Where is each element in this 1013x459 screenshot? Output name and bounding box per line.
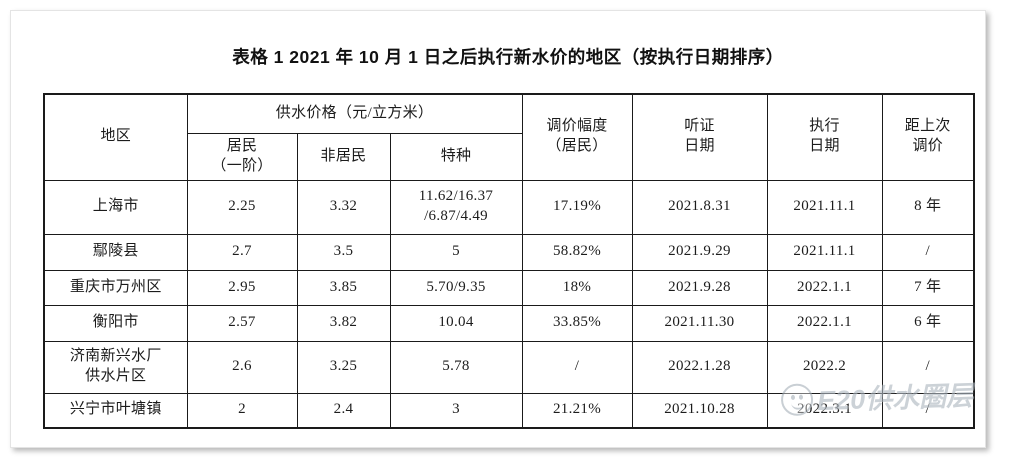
header-row-1: 地区 供水价格（元/立方米） 调价幅度 （居民） 听证 日期 执行 日期 距上次… <box>43 93 975 181</box>
cell-non-resident-price: 3.5 <box>296 233 391 271</box>
header-region: 地区 <box>43 93 188 181</box>
cell-special-price: 5 <box>389 233 523 271</box>
cell-resident-price: 2.6 <box>186 340 298 394</box>
cell-resident-price: 2.7 <box>186 233 298 271</box>
cell-effective-date: 2022.1.1 <box>766 304 883 342</box>
cell-adjustment: 17.19% <box>521 179 633 235</box>
table-caption: 表格 1 2021 年 10 月 1 日之后执行新水价的地区（按执行日期排序） <box>232 47 784 67</box>
cell-special-price: 5.70/9.35 <box>389 269 523 306</box>
header-non-resident: 非居民 <box>296 132 391 181</box>
cell-effective-date: 2022.2 <box>766 340 883 394</box>
table-row: 鄢陵县 2.7 3.5 5 58.82% 2021.9.29 2021.11.1… <box>43 233 975 271</box>
cell-non-resident-price: 3.85 <box>296 269 391 306</box>
cell-hearing-date: 2021.8.31 <box>631 179 768 235</box>
cell-region: 鄢陵县 <box>43 233 188 271</box>
table-row: 兴宁市叶塘镇 2 2.4 3 21.21% 2021.10.28 2022.3.… <box>43 392 975 429</box>
header-row-2: 居民 （一阶） 非居民 特种 <box>44 132 974 181</box>
cell-region: 兴宁市叶塘镇 <box>43 392 188 429</box>
header-since-last-adjustment: 距上次 调价 <box>881 93 975 181</box>
header-effective-date: 执行 日期 <box>766 93 883 181</box>
cell-region: 济南新兴水厂 供水片区 <box>43 340 188 394</box>
header-adjustment-range: 调价幅度 （居民） <box>521 93 633 181</box>
document-page: 表格 1 2021 年 10 月 1 日之后执行新水价的地区（按执行日期排序） … <box>10 10 986 448</box>
cell-since-last: / <box>881 392 975 429</box>
cell-hearing-date: 2021.9.28 <box>631 269 768 306</box>
cell-adjustment: 58.82% <box>521 233 633 271</box>
cell-adjustment: / <box>521 340 633 394</box>
table-row: 上海市 2.25 3.32 11.62/16.37 /6.87/4.49 17.… <box>43 179 975 235</box>
cell-resident-price: 2.57 <box>186 304 298 342</box>
table-row: 济南新兴水厂 供水片区 2.6 3.25 5.78 / 2022.1.28 20… <box>43 340 975 394</box>
cell-region: 衡阳市 <box>43 304 188 342</box>
cell-special-price: 11.62/16.37 /6.87/4.49 <box>389 179 523 235</box>
header-hearing-date: 听证 日期 <box>631 93 768 181</box>
cell-adjustment: 33.85% <box>521 304 633 342</box>
cell-resident-price: 2 <box>186 392 298 429</box>
cell-resident-price: 2.95 <box>186 269 298 306</box>
cell-non-resident-price: 3.82 <box>296 304 391 342</box>
cell-region: 上海市 <box>43 179 188 235</box>
cell-special-price: 5.78 <box>389 340 523 394</box>
cell-since-last: 8 年 <box>881 179 975 235</box>
table-row: 衡阳市 2.57 3.82 10.04 33.85% 2021.11.30 20… <box>43 304 975 342</box>
cell-non-resident-price: 3.32 <box>296 179 391 235</box>
cell-since-last: / <box>881 233 975 271</box>
cell-adjustment: 18% <box>521 269 633 306</box>
cell-effective-date: 2022.1.1 <box>766 269 883 306</box>
cell-effective-date: 2021.11.1 <box>766 233 883 271</box>
cell-region: 重庆市万州区 <box>43 269 188 306</box>
cell-hearing-date: 2021.10.28 <box>631 392 768 429</box>
cell-resident-price: 2.25 <box>186 179 298 235</box>
cell-effective-date: 2021.11.1 <box>766 179 883 235</box>
cell-hearing-date: 2022.1.28 <box>631 340 768 394</box>
header-special: 特种 <box>389 132 523 181</box>
cell-special-price: 3 <box>389 392 523 429</box>
cell-special-price: 10.04 <box>389 304 523 342</box>
table-row: 重庆市万州区 2.95 3.85 5.70/9.35 18% 2021.9.28… <box>43 269 975 306</box>
header-resident-tier1: 居民 （一阶） <box>186 132 298 181</box>
cell-non-resident-price: 3.25 <box>296 340 391 394</box>
water-price-table: 地区 供水价格（元/立方米） 调价幅度 （居民） 听证 日期 执行 日期 距上次… <box>43 93 975 429</box>
cell-hearing-date: 2021.11.30 <box>631 304 768 342</box>
cell-hearing-date: 2021.9.29 <box>631 233 768 271</box>
cell-effective-date: 2022.3.1 <box>766 392 883 429</box>
header-price-group: 供水价格（元/立方米） <box>186 93 523 134</box>
cell-adjustment: 21.21% <box>521 392 633 429</box>
cell-since-last: 7 年 <box>881 269 975 306</box>
cell-non-resident-price: 2.4 <box>296 392 391 429</box>
cell-since-last: / <box>881 340 975 394</box>
cell-since-last: 6 年 <box>881 304 975 342</box>
